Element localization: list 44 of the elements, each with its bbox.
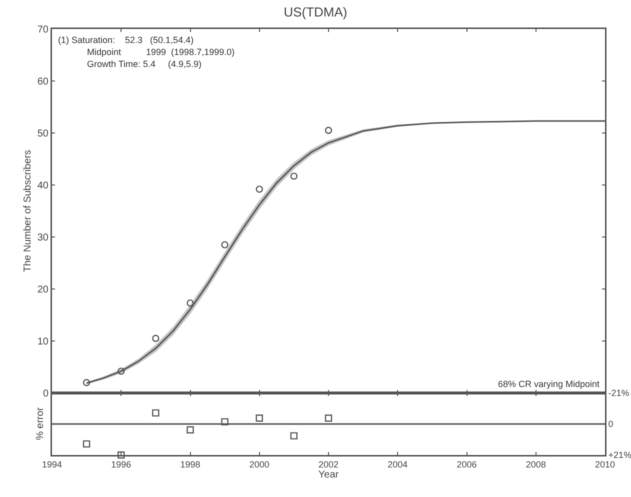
point [82,440,90,448]
x-tick-label: 2010 [594,459,616,470]
y-tick-label: 70 [37,24,49,36]
x-tick-label: 1994 [42,459,62,470]
x-tick-label: 2000 [249,459,270,470]
annotation: (1) Saturation: 52.3 (50.1,54.4) [58,35,194,45]
y-axis-title: The Number of Subscribers [22,150,34,272]
point [221,241,228,248]
y-tick-label: +21% [608,450,631,460]
y-tick-label: 0 [42,388,49,400]
x-tick-label: 2004 [388,459,408,470]
point [256,414,263,422]
chart-title: US(TDMA) [284,4,348,20]
point [290,432,298,440]
annotation: Growth Time: 5.4 (4.9,5.9) [87,59,202,69]
annotation: 68% CR varying Midpoint [498,379,600,389]
point [256,186,263,193]
annotation: Midpoint 1999 (1998.7,1999.0) [87,47,235,57]
y-tick-label: 20 [37,284,49,296]
y-tick-label: 60 [37,76,49,88]
y-tick-label: 10 [37,336,49,348]
point [152,334,160,342]
y-tick-label: 0 [608,419,614,430]
point [118,451,125,459]
x-tick-label: 2008 [526,459,546,470]
y-tick-label: 40 [37,180,49,192]
x-axis-title: Year [318,470,340,481]
point [290,172,298,180]
point [186,426,194,434]
x-tick-label: 2006 [456,459,477,470]
y-tick-label: 50 [37,128,49,140]
point [186,299,194,307]
x-tick-label: 2002 [318,459,339,470]
point [82,379,90,386]
y-tick-label: -21% [608,388,630,398]
point [221,418,228,426]
point [118,368,125,375]
point [324,414,332,422]
x-tick-label: 1996 [111,459,132,470]
x-tick-label: 1998 [180,459,200,470]
point [324,126,332,134]
point [152,409,160,417]
y-axis-title: % error [35,406,46,440]
y-tick-label: 30 [37,232,49,244]
